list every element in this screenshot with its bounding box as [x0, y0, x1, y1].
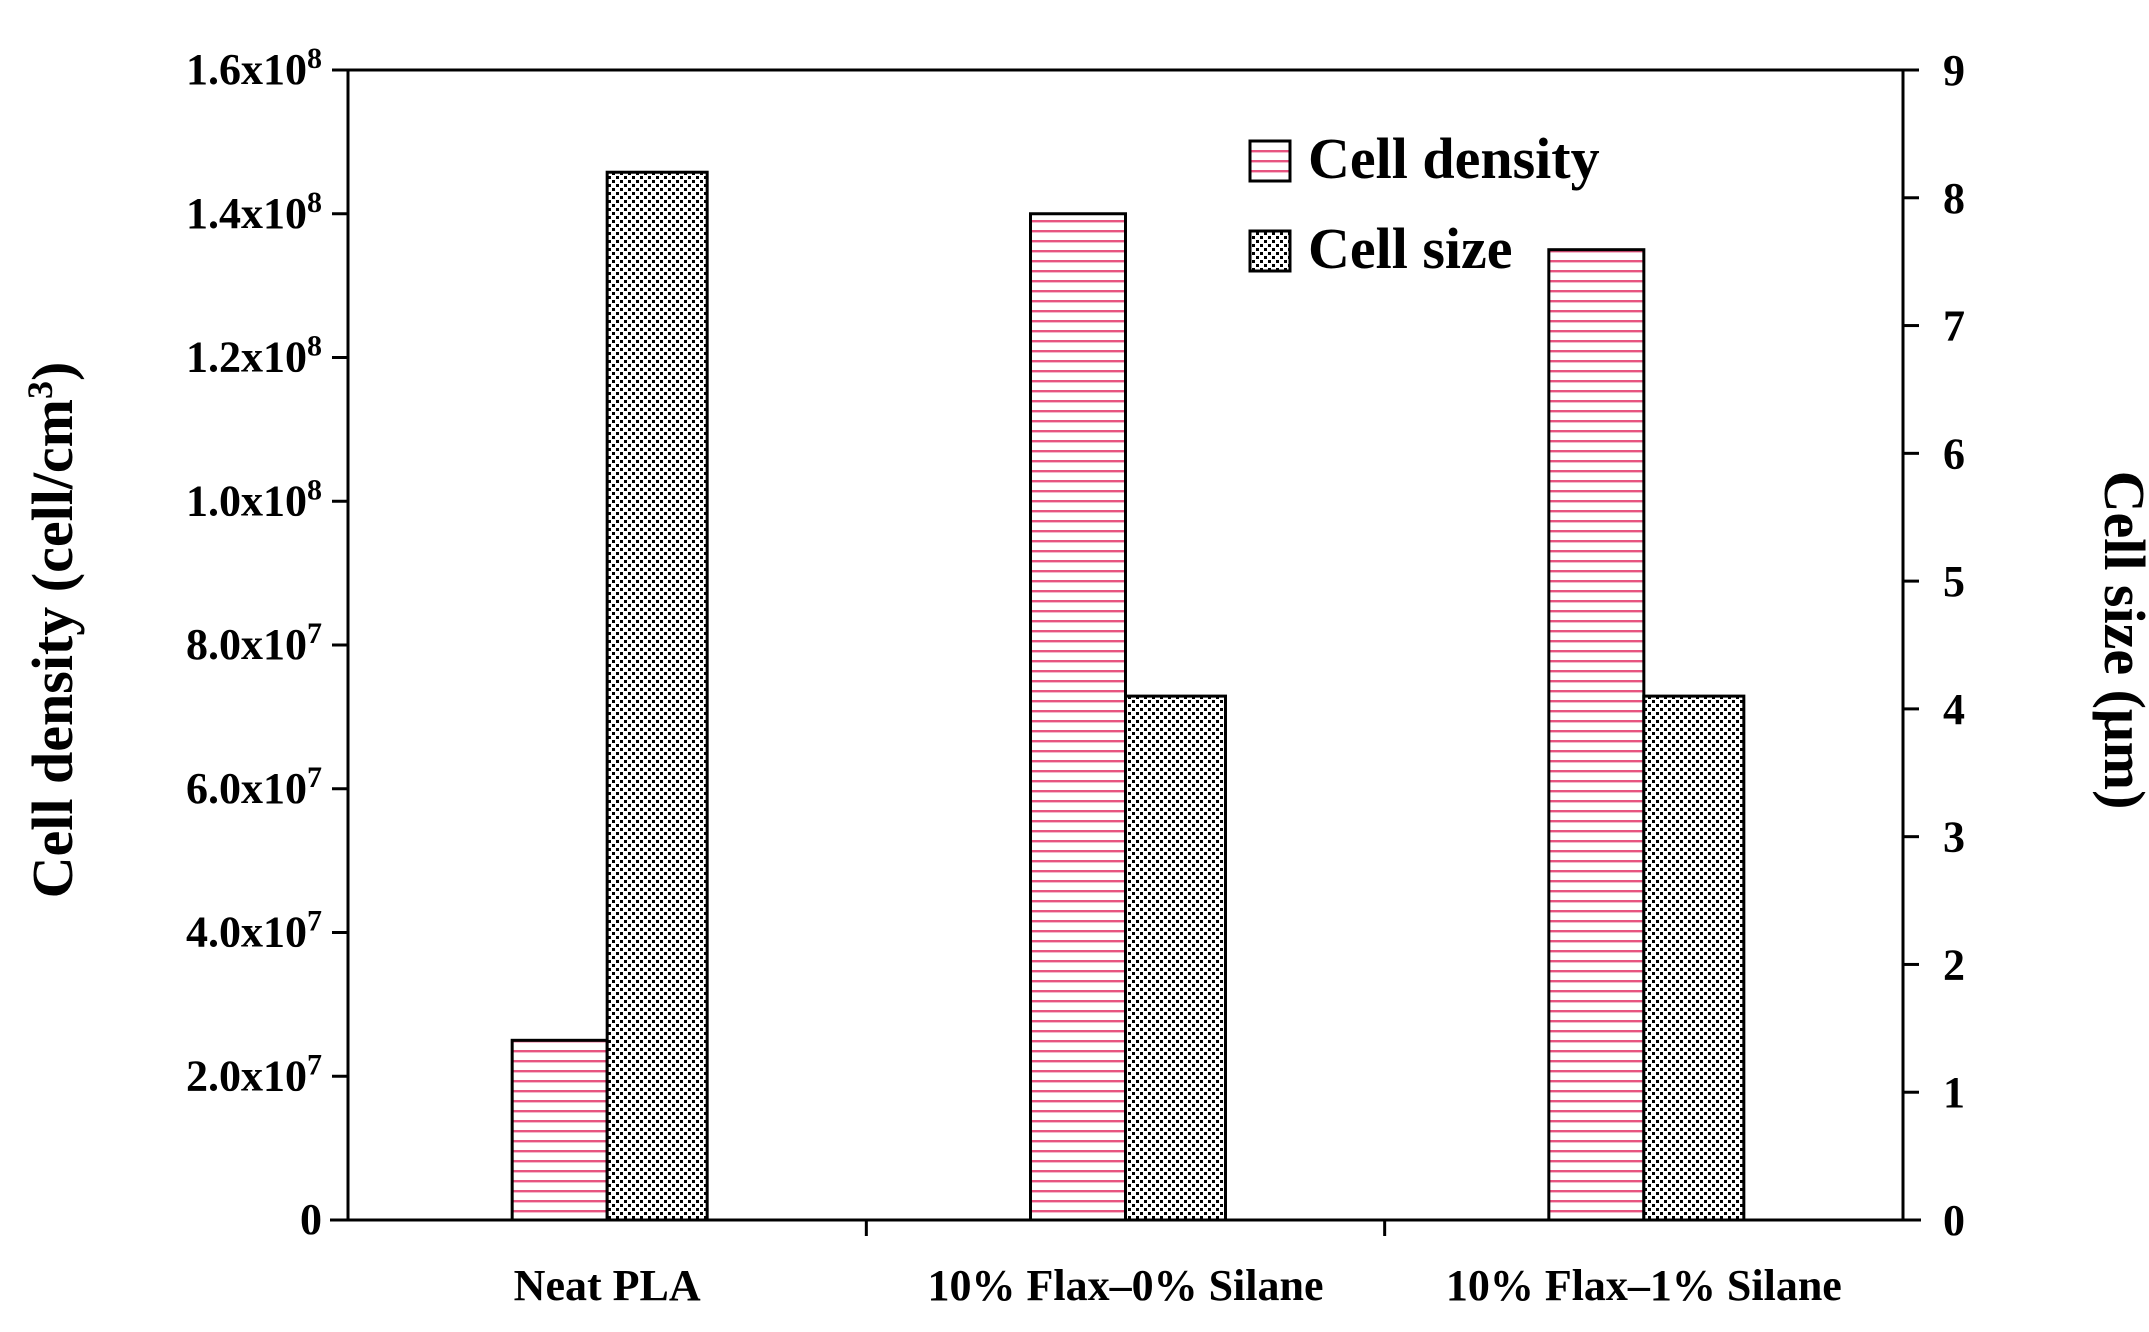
right-tick-label: 6 [1943, 429, 1965, 478]
right-tick-label: 5 [1943, 557, 1965, 606]
bar-cell-density [510, 1038, 609, 1222]
left-axis-title-text: Cell density (cell/cm [20, 399, 85, 898]
legend-swatch-cell-density [1248, 139, 1292, 183]
left-tick-label: 6.0x107 [186, 760, 322, 813]
x-category-label: 10% Flax–0% Silane [927, 1261, 1323, 1310]
bars-group [510, 170, 1746, 1222]
right-tick-label: 2 [1943, 940, 1965, 989]
bar-cell-size [1124, 694, 1227, 1222]
left-axis-ticks: 0 2.0x107 4.0x107 6.0x107 8.0x107 1.0x108 1.2x… [186, 42, 348, 1244]
left-tick-label: 8.0x107 [186, 617, 322, 670]
left-axis-title-sup: 3 [20, 381, 60, 399]
right-tick-label: 8 [1943, 174, 1965, 223]
legend: Cell density Cell size [1248, 126, 1600, 281]
left-tick-label: 1.0x108 [186, 473, 322, 526]
bar-cell-density [1547, 248, 1646, 1222]
right-tick-label: 4 [1943, 685, 1965, 734]
left-tick-label: 1.4x108 [186, 185, 322, 238]
legend-label-cell-density: Cell density [1308, 126, 1600, 191]
bar-cell-density [1029, 212, 1127, 1222]
legend-label-cell-size: Cell size [1308, 216, 1513, 281]
left-tick-label: 2.0x107 [186, 1048, 322, 1101]
legend-swatch-cell-size [1248, 229, 1292, 273]
category-labels: Neat PLA 10% Flax–0% Silane 10% Flax–1% Si… [514, 1261, 1842, 1310]
left-tick-label: 4.0x107 [186, 904, 322, 957]
right-tick-label: 9 [1943, 46, 1965, 95]
left-axis-title: Cell density (cell/cm3) [20, 362, 85, 899]
bar-cell-size [605, 170, 709, 1222]
left-tick-label: 0 [300, 1195, 322, 1244]
right-tick-label: 0 [1943, 1196, 1965, 1245]
bar-cell-size [1642, 694, 1746, 1222]
right-tick-label: 3 [1943, 813, 1965, 862]
right-axis-title: Cell size (μm) [2092, 471, 2149, 810]
x-category-label: 10% Flax–1% Silane [1446, 1261, 1842, 1310]
right-tick-label: 7 [1943, 302, 1965, 351]
x-category-label: Neat PLA [514, 1261, 701, 1310]
left-axis-title-close: ) [20, 362, 85, 381]
left-tick-label: 1.6x108 [186, 42, 322, 95]
right-tick-label: 1 [1943, 1068, 1965, 1117]
left-tick-label: 1.2x108 [186, 329, 322, 382]
right-axis-ticks: 0 1 2 3 4 5 6 7 8 9 [1903, 46, 1965, 1245]
